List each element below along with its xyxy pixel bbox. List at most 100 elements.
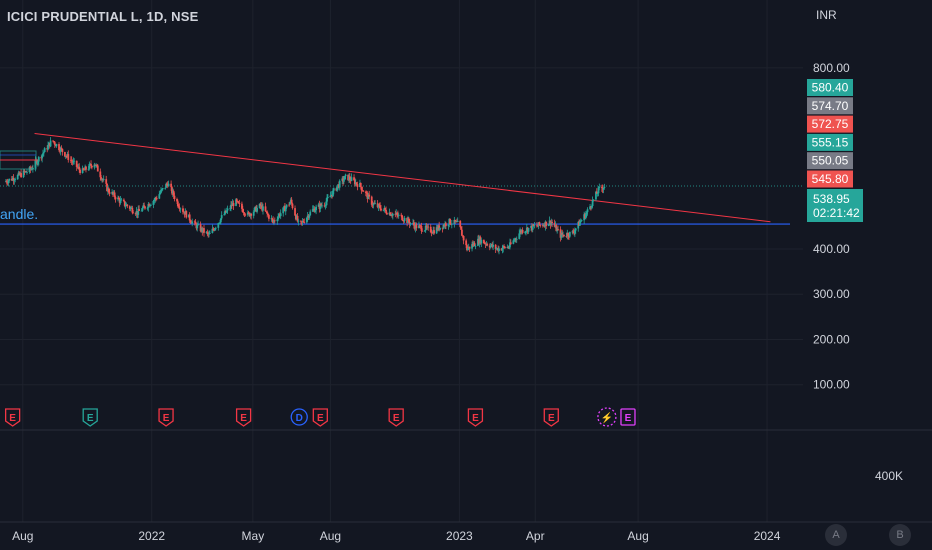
candle-body [589, 206, 591, 210]
candle-body [431, 232, 434, 234]
candle-body [217, 223, 220, 228]
y-tick-label: 400.00 [813, 242, 850, 256]
candle-body [41, 154, 44, 159]
current-price-badge [807, 189, 863, 222]
candle-body [47, 145, 49, 150]
log-scale-button[interactable]: B [889, 524, 911, 546]
price-axis[interactable]: 100.00 200.00 300.00 400.00 800.00 [813, 61, 850, 392]
candle-body [454, 219, 457, 222]
candle-body [196, 224, 199, 229]
candle-body [579, 222, 581, 226]
candle-body [382, 209, 385, 211]
candle-body [561, 232, 564, 235]
chart-title[interactable]: ICICI PRUDENTIAL L, 1D, NSE [7, 9, 199, 24]
candle-body [391, 215, 393, 217]
candle-body [326, 197, 328, 202]
x-tick-label: 2023 [446, 529, 473, 543]
candle-body [264, 206, 267, 212]
candle-body [159, 192, 162, 195]
candle-body [137, 208, 140, 215]
candle-body [70, 160, 73, 162]
candle-body [88, 163, 91, 169]
candle-body [160, 189, 162, 193]
candle-body [471, 244, 473, 249]
event-marker-earnings-past[interactable]: E [467, 408, 484, 427]
candle-body [409, 223, 412, 225]
drawings[interactable] [0, 133, 803, 225]
candle-body [449, 218, 452, 224]
candle-body [460, 226, 462, 230]
candle-body [438, 225, 441, 230]
candle-body [291, 203, 294, 209]
candle-body [348, 176, 351, 180]
candle-body [378, 204, 381, 206]
event-marker-split[interactable]: ⚡ [597, 407, 617, 427]
candle-body [232, 203, 235, 206]
price-badge [807, 97, 853, 115]
price-badge-label: 580.40 [812, 81, 849, 95]
candle-body [362, 190, 365, 192]
svg-text:E: E [163, 413, 170, 424]
event-marker-earnings-past[interactable]: E [388, 408, 404, 427]
candle-body [303, 221, 306, 223]
candle-body [297, 220, 300, 222]
candle-body [211, 228, 214, 233]
event-marker-earnings-positive[interactable]: E [82, 408, 98, 427]
candle-body [473, 242, 476, 246]
currency-label[interactable]: INR [816, 8, 837, 22]
candle-body [82, 168, 85, 170]
price-badge [807, 152, 853, 170]
countdown-label: 02:21:42 [813, 206, 860, 220]
auto-scale-button[interactable]: A [825, 524, 847, 546]
candle-body [450, 223, 453, 225]
trendline[interactable] [34, 133, 771, 223]
candle-body [560, 232, 563, 238]
candle-body [241, 208, 244, 213]
candle-body [214, 228, 216, 231]
candle-body [377, 204, 380, 208]
candle-body [277, 216, 280, 220]
candle-body [305, 217, 308, 223]
candle-body [114, 197, 117, 200]
event-marker-earnings-past[interactable]: E [158, 408, 174, 427]
candle-body [579, 221, 582, 223]
candle-body [96, 165, 99, 172]
candle-body [83, 169, 86, 171]
candle-body [219, 222, 221, 224]
price-badge-label: 545.80 [812, 172, 849, 186]
candle-body [165, 184, 167, 188]
event-marker-earnings-past[interactable]: E [543, 408, 559, 427]
event-marker-dividend[interactable]: D [290, 408, 308, 426]
event-markers[interactable]: E E E E D E E E E ⚡ E [4, 407, 636, 427]
candle-body [153, 200, 156, 202]
candle-body [20, 173, 22, 178]
candle-body [65, 156, 68, 157]
candle-body [553, 223, 556, 227]
candle-body [189, 220, 192, 223]
candle-body [355, 182, 358, 185]
candle-body [336, 186, 339, 191]
candle-body [276, 219, 279, 222]
event-marker-earnings-past[interactable]: E [4, 408, 21, 427]
candle-body [518, 233, 521, 239]
candle-body [170, 183, 173, 188]
candle-body [319, 203, 322, 209]
candle-body [462, 235, 465, 241]
candle-body [164, 187, 167, 189]
candle-body [250, 213, 253, 216]
y-tick-label: 300.00 [813, 287, 850, 301]
candle-body [149, 204, 152, 206]
candle-body [22, 170, 25, 178]
event-marker-earnings-past[interactable]: E [312, 408, 328, 427]
candle-body [176, 201, 179, 207]
candle-body [160, 189, 163, 191]
current-price-label: 538.95 [813, 192, 850, 206]
event-marker-earnings-past[interactable]: E [235, 408, 252, 427]
candle-body [158, 194, 161, 199]
indicator-box [0, 150, 37, 170]
time-axis[interactable]: Aug 2022 May Aug 2023 Apr Aug 2024 [12, 529, 781, 543]
event-marker-earnings-upcoming[interactable]: E [620, 408, 636, 426]
candle-body [597, 187, 600, 194]
candle-body [364, 191, 367, 193]
